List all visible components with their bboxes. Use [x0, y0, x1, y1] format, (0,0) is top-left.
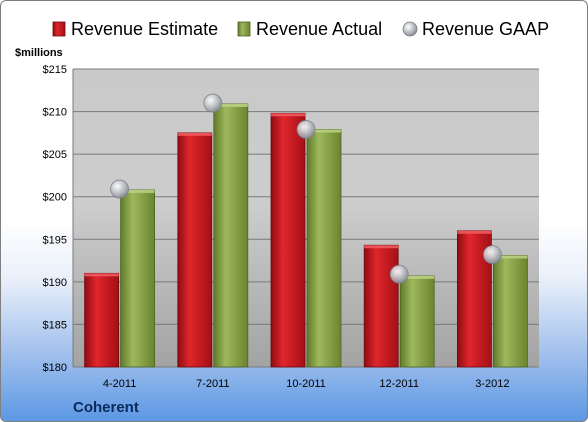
legend: Revenue Estimate Revenue Actual Revenue GA… [52, 19, 549, 39]
estimate-bar-top [457, 230, 492, 234]
legend-actual-swatch [237, 21, 251, 37]
legend-label: Revenue Estimate [71, 19, 218, 39]
estimate-bar-top [84, 273, 119, 277]
estimate-bar [177, 132, 213, 368]
x-tick-label: 4-2011 [103, 378, 136, 390]
y-tick-label: $200 [43, 192, 67, 204]
actual-bar [399, 275, 435, 368]
company-name: Coherent [73, 399, 139, 416]
x-tick-label: 7-2011 [196, 378, 229, 390]
legend-gaap-swatch [402, 21, 418, 37]
x-tick-label: 3-2012 [475, 378, 509, 390]
actual-bar-top [493, 255, 528, 259]
gaap-marker [482, 245, 502, 265]
bars [84, 103, 528, 368]
y-tick-label: $210 [43, 107, 67, 119]
gaap-marker [110, 179, 129, 199]
x-tick-label: 12-2011 [379, 378, 419, 390]
gaap-marker [203, 93, 223, 113]
x-axis-ticks: 4-2011 7-2011 10-2011 12-2011 3-2012 [103, 378, 510, 390]
actual-bar [213, 103, 249, 368]
actual-bar [306, 129, 342, 368]
y-axis-unit-label: $millions [15, 47, 63, 59]
estimate-bar [363, 244, 399, 368]
y-tick-label: $205 [43, 149, 67, 161]
y-tick-label: $215 [43, 64, 67, 76]
gaap-markers [110, 93, 502, 284]
estimate-bar-top [177, 132, 212, 136]
gaap-marker [296, 120, 316, 139]
actual-bar [492, 255, 528, 368]
x-tick-label: 10-2011 [286, 378, 326, 390]
actual-bar-top [400, 275, 435, 279]
actual-bar [120, 189, 155, 368]
legend-label: Revenue Actual [256, 19, 382, 39]
legend-estimate-swatch [52, 21, 66, 37]
actual-bar-top [120, 189, 155, 193]
estimate-bar [270, 112, 306, 368]
actual-bar-top [213, 103, 248, 107]
actual-bar-top [307, 129, 341, 133]
estimate-bar-top [364, 245, 399, 249]
legend-label: Revenue GAAP [422, 19, 549, 39]
estimate-bar-top [271, 113, 305, 117]
y-tick-label: $180 [43, 362, 67, 374]
estimate-bar [84, 272, 119, 368]
y-axis-ticks: $180 $185 $190 $195 $200 $205 $210 $215 [43, 64, 67, 374]
gaap-marker [389, 264, 409, 284]
y-tick-label: $190 [43, 277, 67, 289]
y-tick-label: $185 [43, 319, 67, 331]
y-tick-label: $195 [43, 234, 67, 246]
